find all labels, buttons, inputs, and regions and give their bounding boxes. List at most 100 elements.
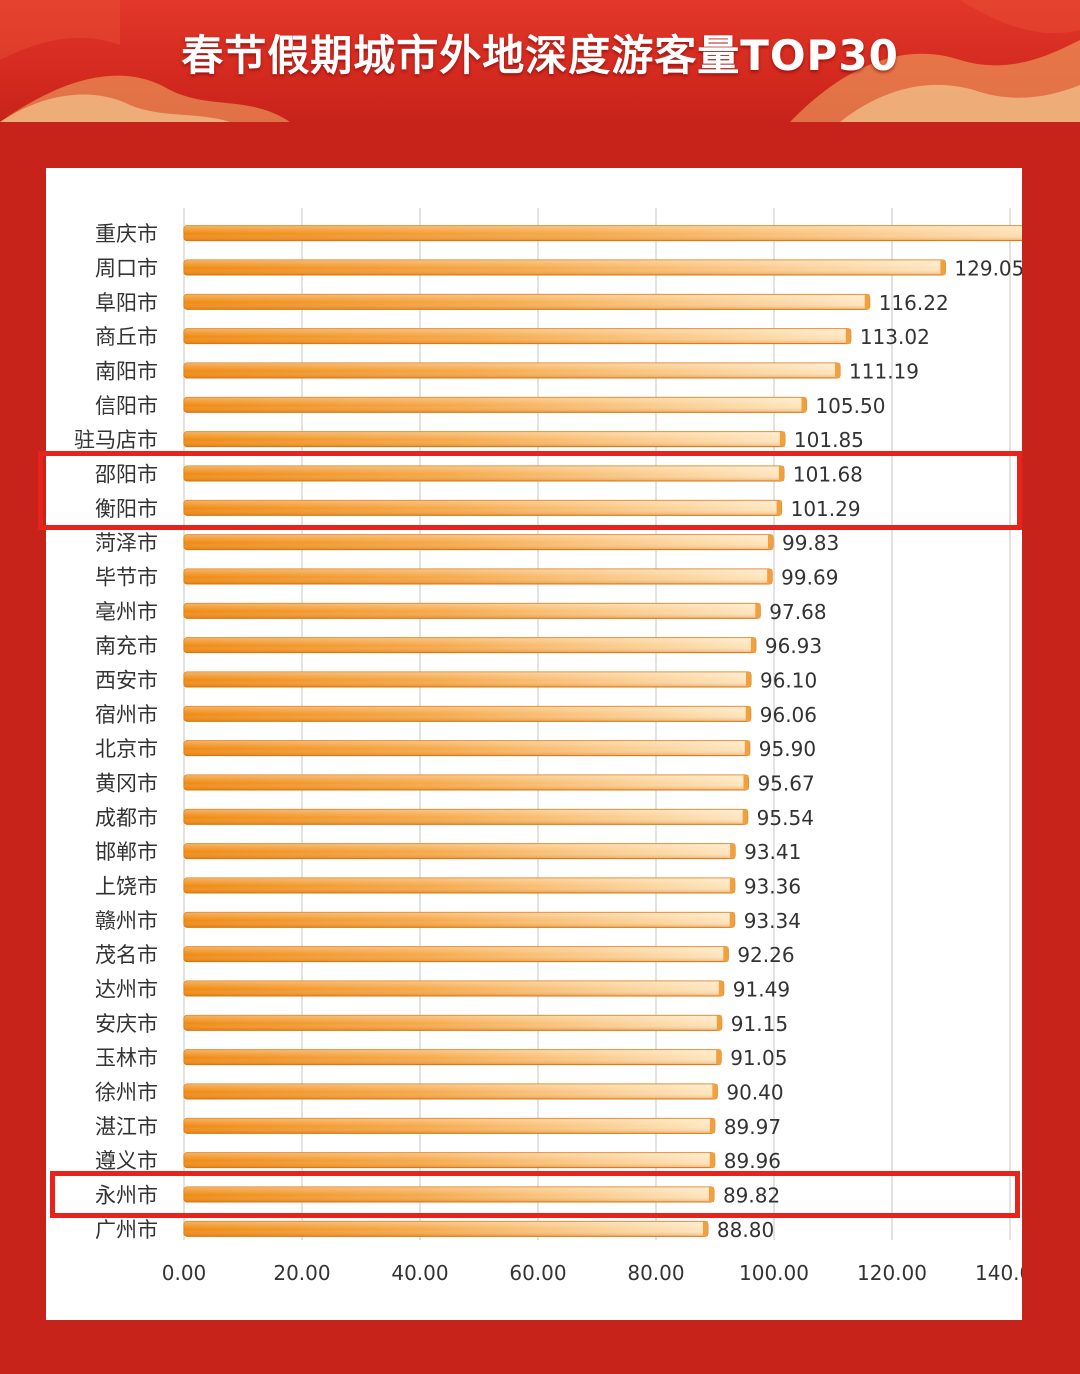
value-label: 95.54 xyxy=(757,806,814,830)
bar-end-cap xyxy=(744,740,750,756)
value-label: 96.06 xyxy=(760,703,817,727)
bar-shading xyxy=(184,534,773,550)
bar xyxy=(183,843,736,860)
category-label: 宿州市 xyxy=(95,703,158,727)
bar-shading xyxy=(184,466,784,481)
bar xyxy=(183,1220,709,1237)
category-label: 衡阳市 xyxy=(95,497,158,521)
bar xyxy=(183,877,736,894)
value-label: 116.22 xyxy=(879,291,949,315)
category-label: 周口市 xyxy=(95,257,158,281)
bar-shading xyxy=(184,603,761,619)
bar xyxy=(183,740,751,757)
value-label: 96.93 xyxy=(765,634,822,658)
bar xyxy=(183,568,773,585)
labels: 重庆市151.78周口市129.05阜阳市116.22商丘市113.02南阳市1… xyxy=(74,222,1022,1242)
bar-chart: 重庆市151.78周口市129.05阜阳市116.22商丘市113.02南阳市1… xyxy=(74,208,1022,1285)
bar-end-cap xyxy=(708,1187,714,1202)
value-label: 101.85 xyxy=(794,428,864,452)
category-label: 北京市 xyxy=(95,737,158,761)
bar-shading xyxy=(184,500,782,516)
value-label: 92.26 xyxy=(737,943,794,967)
bar xyxy=(183,362,841,379)
bar-shading xyxy=(184,294,870,310)
bar-shading xyxy=(184,363,841,378)
bar-end-cap xyxy=(716,1049,722,1065)
bar-end-cap xyxy=(755,603,761,619)
bar-end-cap xyxy=(940,260,946,275)
category-label: 玉林市 xyxy=(95,1046,158,1070)
category-label: 亳州市 xyxy=(95,600,158,624)
bar-shading xyxy=(184,1221,708,1237)
category-label: 驻马店市 xyxy=(74,428,158,452)
value-label: 95.67 xyxy=(757,772,814,796)
bar-end-cap xyxy=(729,878,735,893)
category-label: 徐州市 xyxy=(95,1081,158,1105)
category-label: 菏泽市 xyxy=(95,531,158,555)
bar xyxy=(183,808,749,825)
bar-shading xyxy=(184,843,736,859)
value-label: 93.41 xyxy=(744,840,801,864)
x-tick-label: 120.00 xyxy=(857,1261,927,1285)
bar-shading xyxy=(184,809,748,825)
bar-shading xyxy=(184,775,749,790)
x-tick-label: 140.00 xyxy=(975,1261,1022,1285)
value-label: 88.80 xyxy=(717,1218,774,1242)
bar-end-cap xyxy=(702,1221,708,1237)
bar-shading xyxy=(184,397,807,413)
value-label: 89.96 xyxy=(724,1149,781,1173)
bar-end-cap xyxy=(835,363,841,378)
bar-end-cap xyxy=(712,1084,718,1099)
bar-shading xyxy=(184,1152,715,1168)
bar-shading xyxy=(184,225,1022,241)
category-label: 成都市 xyxy=(95,806,158,830)
bar-end-cap xyxy=(709,1118,715,1134)
bar xyxy=(183,293,871,310)
bar xyxy=(183,602,761,619)
bar xyxy=(183,637,757,654)
category-label: 邯郸市 xyxy=(95,840,158,864)
category-label: 毕节市 xyxy=(95,566,158,590)
title-banner: 春节假期城市外地深度游客量TOP30 xyxy=(0,0,1080,122)
category-label: 商丘市 xyxy=(95,325,158,349)
bar-shading xyxy=(184,912,735,928)
bar xyxy=(183,328,852,345)
x-tick-label: 100.00 xyxy=(739,1261,809,1285)
bar-end-cap xyxy=(723,946,729,962)
bar-shading xyxy=(184,740,750,756)
value-label: 90.40 xyxy=(726,1081,783,1105)
value-label: 93.36 xyxy=(744,875,801,899)
x-tick-label: 40.00 xyxy=(391,1261,448,1285)
bar xyxy=(183,259,946,276)
value-label: 91.49 xyxy=(733,978,790,1002)
category-label: 赣州市 xyxy=(95,909,158,933)
bar-shading xyxy=(184,569,773,584)
value-label: 129.05 xyxy=(954,257,1022,281)
value-label: 89.97 xyxy=(724,1115,781,1139)
bar-end-cap xyxy=(729,912,735,928)
category-label: 安庆市 xyxy=(95,1012,158,1036)
bar xyxy=(183,946,729,963)
bar-end-cap xyxy=(730,843,736,859)
bar-end-cap xyxy=(745,706,751,722)
category-label: 重庆市 xyxy=(95,222,158,246)
x-axis-ticks: 0.00 20.00 40.00 60.00 80.00 100.00 120.00 140.… xyxy=(162,1261,1022,1285)
x-tick-label: 60.00 xyxy=(509,1261,566,1285)
bar xyxy=(183,534,774,551)
bar-shading xyxy=(184,706,751,722)
bar xyxy=(183,1152,716,1169)
value-label: 111.19 xyxy=(849,360,919,384)
bar-end-cap xyxy=(801,397,807,413)
category-label: 南阳市 xyxy=(95,360,158,384)
bar-shading xyxy=(184,946,729,962)
category-label: 南充市 xyxy=(95,634,158,658)
cloud-decoration xyxy=(0,0,1080,122)
value-label: 95.90 xyxy=(759,737,816,761)
bar xyxy=(183,1117,716,1134)
bar-end-cap xyxy=(750,637,756,653)
bar xyxy=(183,1083,718,1100)
value-label: 105.50 xyxy=(815,394,885,418)
bar-shading xyxy=(184,1049,722,1065)
bar-end-cap xyxy=(709,1152,715,1168)
bar-shading xyxy=(184,878,735,893)
